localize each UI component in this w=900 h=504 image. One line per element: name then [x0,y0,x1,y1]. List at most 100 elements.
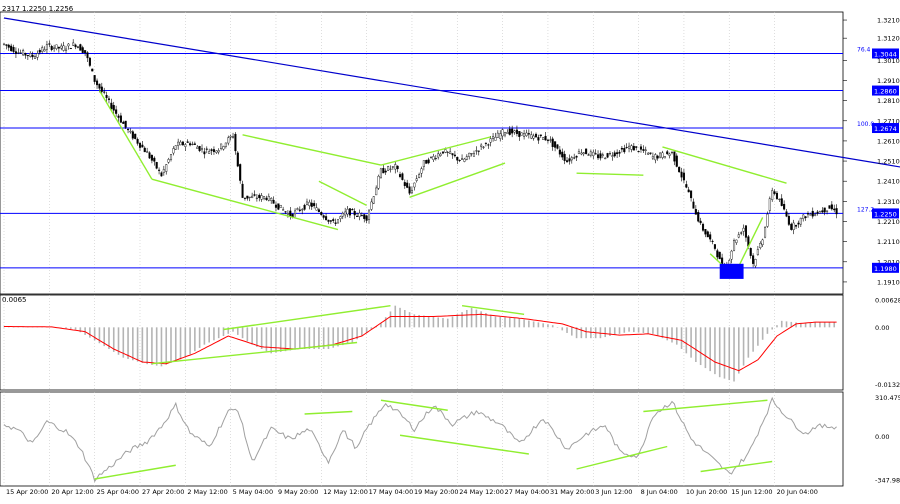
candle-body [401,173,404,180]
candle-body [81,47,84,53]
candle-body [165,164,168,172]
candle-body [229,135,232,138]
candle-body [134,133,137,139]
candle-body [458,160,461,162]
candle-body [339,216,342,219]
candle-body [503,132,507,136]
candle-body [432,156,435,161]
x-tick-label: 15 Apr 20:00 [6,488,48,496]
candle-body [594,153,597,155]
candle-body [430,156,433,158]
candle-body [19,52,22,54]
candle-body [31,54,34,58]
candle-body [661,152,664,158]
candle-body [138,142,142,148]
candle-body [811,210,814,217]
candle-body [365,215,368,221]
candle-body [117,115,120,118]
low-marker-box [719,263,744,279]
candle-body [110,102,113,109]
candle-body [780,198,783,206]
candle-body [398,174,402,177]
candle-body [353,211,356,216]
candle-body [620,147,623,150]
candle-body [217,150,220,153]
candle-body [284,211,287,213]
candle-body [642,149,645,151]
candle-body [251,195,254,198]
candle-body [270,198,273,201]
candle-body [129,130,132,133]
candle-body [255,197,258,199]
candle-body [325,216,328,221]
candle-body [215,150,218,153]
candle-body [792,222,795,231]
candle-body [685,184,688,188]
candle-body [303,204,306,210]
candle-body [189,143,192,146]
candle-body [98,83,101,89]
candle-body [310,202,313,207]
candle-body [422,160,425,167]
candle-body [69,48,72,50]
candle-body [425,160,428,164]
candle-body [639,146,643,150]
candle-body [415,178,418,181]
cci-line [3,396,837,483]
y-tick-label: 1.2310 [877,198,900,206]
candle-body [790,223,793,230]
candle-body [14,51,17,54]
candle-body [387,166,390,171]
candle-body [24,53,27,56]
price-divergence-line [576,172,644,176]
candle-body [585,148,588,154]
candle-body [461,158,464,160]
x-tick-label: 8 Jun 04:00 [641,488,678,496]
candle-body [797,222,800,225]
candle-body [360,215,363,217]
candle-body [623,148,626,153]
oscillator-pane[interactable] [3,304,837,382]
candle-body [463,158,466,162]
candle-body [742,227,745,232]
candle-body [692,201,695,209]
candle-body [833,208,836,211]
candle-body [162,169,165,173]
signal-line [4,313,837,372]
level-price-label: 1.2674 [874,125,897,133]
x-tick-label: 27 Apr 20:00 [142,488,184,496]
candle-body [48,43,51,45]
candle-body [234,133,237,152]
candle-body [246,195,249,199]
price-divergence-line [98,90,153,180]
candle-body [637,151,640,153]
candle-body [556,144,559,149]
candle-body [494,137,497,141]
level-price-badge [872,262,899,273]
candle-body [344,211,347,216]
candle-body [608,153,612,155]
x-tick-label: 17 May 04:00 [369,488,414,496]
candle-body [107,98,111,100]
price-pane[interactable]: 76.4 100.0 127.2 [0,17,900,279]
candle-body [158,169,161,171]
candle-body [258,194,261,199]
candle-body [456,156,459,161]
candle-body [253,194,256,196]
candle-body [675,155,678,167]
osc-divergence-line [461,304,525,316]
candle-body [470,153,473,155]
candle-body [88,57,91,66]
candle-body [551,138,554,148]
candle-body [477,150,480,152]
fib-level-label: 100.0 [857,121,874,128]
cci-pane[interactable] [3,396,837,483]
main-pane-frame [0,11,844,295]
candle-body [200,148,204,150]
candle-body [153,157,156,162]
candle-body [263,196,266,199]
candle-body [296,208,299,210]
candle-body [286,213,289,215]
